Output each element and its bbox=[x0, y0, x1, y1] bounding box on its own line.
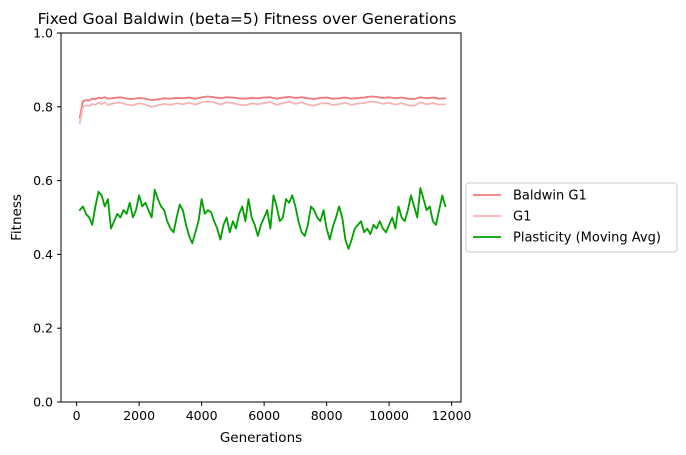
y-axis-label: Fitness bbox=[9, 194, 25, 241]
plot-area bbox=[78, 95, 447, 250]
x-tick-label: 10000 bbox=[369, 408, 409, 423]
y-tick-label: 0.2 bbox=[33, 321, 53, 336]
chart-title: Fixed Goal Baldwin (beta=5) Fitness over… bbox=[38, 10, 457, 28]
y-tick-label: 0.0 bbox=[33, 395, 53, 410]
legend-label-plasticity-moving-avg: Plasticity (Moving Avg) bbox=[513, 231, 661, 246]
axis-ticks: 0 2000 4000 6000 8000 10000 12000 0.0 0.2 0.4 0.6 0… bbox=[33, 26, 471, 424]
x-tick-label: 12000 bbox=[432, 408, 472, 423]
series-line-baldwin-g1 bbox=[78, 95, 447, 119]
legend-label-g1: G1 bbox=[513, 210, 531, 225]
x-tick-label: 6000 bbox=[248, 408, 280, 423]
y-tick-label: 1.0 bbox=[33, 26, 53, 41]
legend: Baldwin G1 G1 Plasticity (Moving Avg) bbox=[465, 182, 678, 253]
y-tick-label: 0.4 bbox=[33, 247, 53, 262]
x-tick-label: 4000 bbox=[186, 408, 218, 423]
x-tick-label: 8000 bbox=[311, 408, 343, 423]
series-line-g1 bbox=[78, 100, 447, 125]
y-tick-label: 0.8 bbox=[33, 99, 53, 114]
series-line-plasticity-moving-avg bbox=[78, 187, 447, 250]
plot-frame bbox=[60, 32, 462, 403]
x-tick-label: 2000 bbox=[123, 408, 155, 423]
legend-box bbox=[465, 182, 678, 253]
x-tick-label: 0 bbox=[73, 408, 81, 423]
y-tick-label: 0.6 bbox=[33, 173, 53, 188]
x-axis-label: Generations bbox=[220, 430, 302, 446]
legend-label-baldwin-g1: Baldwin G1 bbox=[513, 189, 587, 204]
